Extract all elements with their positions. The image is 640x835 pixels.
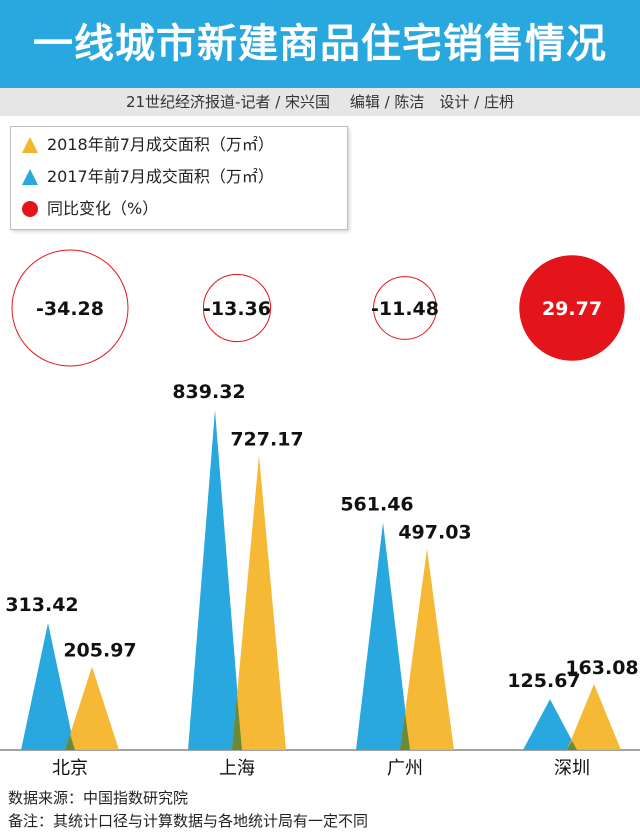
footer-source: 数据来源：中国指数研究院 [8, 789, 189, 807]
credit-line: 21世纪经济报道-记者 / 宋兴国 编辑 / 陈洁 设计 / 庄枬 [125, 93, 515, 111]
category-label-3: 深圳 [554, 758, 590, 779]
triangle-icon [22, 137, 38, 153]
footer-note: 备注：其统计口径与计算数据与各地统计局有一定不同 [8, 812, 369, 830]
change-circle-0 [11, 249, 129, 367]
header-banner [0, 0, 640, 88]
legend-label-2018: 2018年前7月成交面积（万㎡） [47, 135, 274, 154]
category-label-0: 北京 [52, 758, 88, 779]
bar-2017-2 [356, 522, 410, 750]
bar-overlap-1 [232, 695, 242, 750]
legend-label-2017: 2017年前7月成交面积（万㎡） [47, 167, 274, 186]
value-label-2018-1: 727.17 [230, 428, 303, 450]
change-label-0: -34.28 [36, 298, 104, 320]
value-label-2017-3: 125.67 [507, 670, 580, 692]
legend: 2018年前7月成交面积（万㎡） 2017年前7月成交面积（万㎡） 同比变化（%… [10, 126, 348, 230]
triangle-icon [22, 169, 38, 185]
value-label-2018-3: 163.08 [565, 657, 638, 679]
bar-2017-1 [188, 410, 242, 750]
bar-2018-1 [232, 455, 286, 750]
change-circle-1 [202, 273, 272, 343]
bar-overlap-0 [65, 734, 75, 750]
bar-2018-2 [400, 548, 454, 750]
change-label-1: -13.36 [203, 298, 271, 320]
legend-marker-change [22, 201, 38, 217]
chart-area: -34.28 -13.36 -11.48 29.77 313.42 205.97 北京 839… [0, 249, 640, 779]
circle-icon [22, 201, 38, 217]
value-label-2017-0: 313.42 [5, 594, 78, 616]
bar-overlap-2 [400, 712, 410, 750]
category-label-1: 上海 [219, 758, 255, 779]
value-label-2017-1: 839.32 [172, 381, 245, 403]
legend-marker-2017 [22, 169, 38, 185]
legend-label-change: 同比变化（%） [47, 199, 159, 218]
bar-2017-3 [523, 699, 577, 750]
value-label-2017-2: 561.46 [340, 494, 413, 516]
change-label-2: -11.48 [371, 298, 439, 320]
bar-2017-0 [21, 623, 75, 750]
bar-2018-0 [65, 666, 119, 750]
chart-title: 一线城市新建商品住宅销售情况 [33, 21, 607, 67]
change-label-3: 29.77 [542, 298, 602, 320]
category-label-2: 广州 [387, 758, 423, 779]
value-label-2018-0: 205.97 [63, 640, 136, 662]
value-label-2018-2: 497.03 [398, 522, 471, 544]
credit-bar [0, 88, 640, 116]
bar-overlap-3 [567, 740, 577, 750]
change-circle-3 [519, 255, 625, 361]
legend-marker-2018 [22, 137, 38, 153]
change-circle-2 [373, 276, 437, 340]
bar-2018-3 [567, 683, 621, 750]
